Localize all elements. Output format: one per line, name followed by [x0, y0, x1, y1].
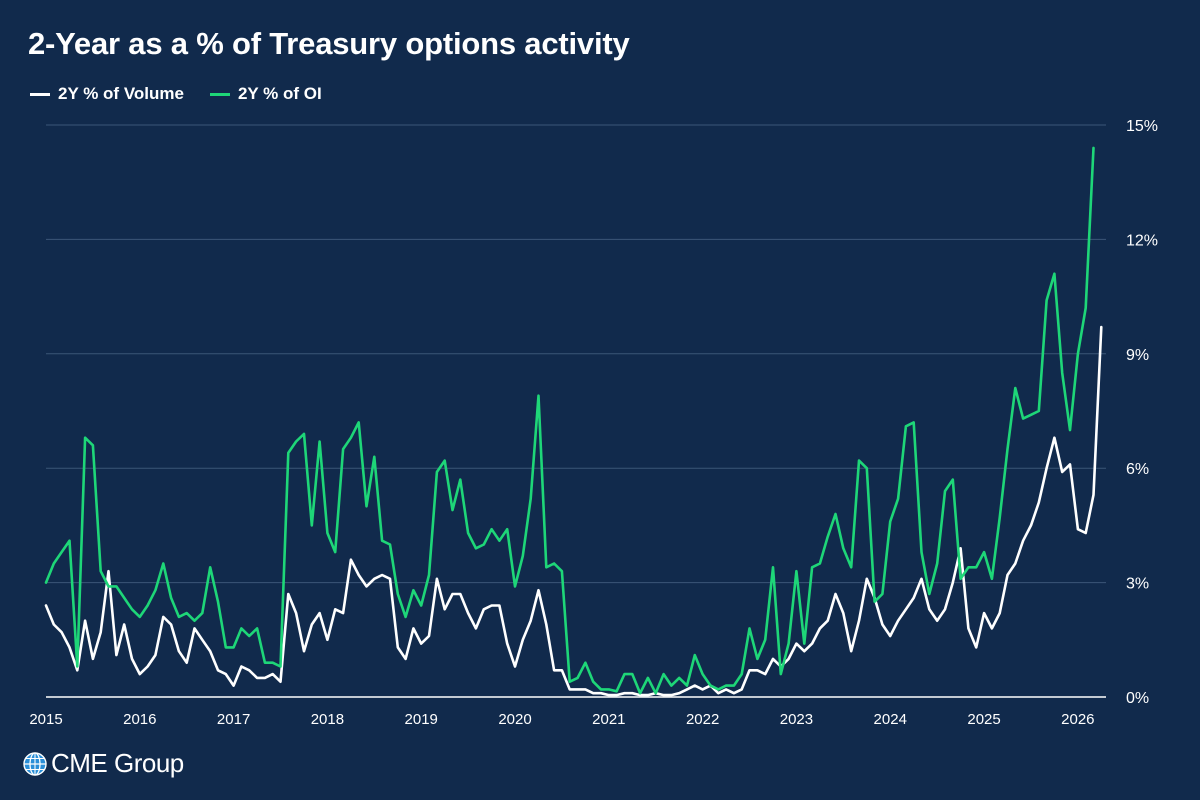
x-tick-label: 2018	[311, 711, 344, 728]
x-tick-label: 2017	[217, 711, 250, 728]
y-grid	[46, 124, 1106, 698]
x-tick-label: 2026	[1061, 711, 1094, 728]
x-tick-label: 2022	[686, 711, 719, 728]
cme-group-logo: CME Group	[22, 748, 184, 779]
y-axis-ticks: 0% 3% 6% 9% 12% 15%	[1126, 118, 1158, 707]
chart-title: 2-Year as a % of Treasury options activi…	[28, 26, 630, 61]
x-tick-label: 2024	[874, 711, 907, 728]
legend-label-oi: 2Y % of OI	[237, 84, 322, 103]
y-tick-label: 3%	[1126, 576, 1149, 593]
logo-text: CME Group	[51, 748, 184, 778]
legend-label-volume: 2Y % of Volume	[58, 84, 184, 103]
legend-swatch-volume	[30, 92, 50, 96]
x-tick-label: 2021	[592, 711, 625, 728]
y-tick-label: 6%	[1126, 461, 1149, 478]
y-tick-label: 12%	[1126, 232, 1158, 249]
x-tick-label: 2023	[780, 711, 813, 728]
chart-legend: 2Y % of Volume 2Y % of OI	[30, 84, 348, 104]
series-line-volume	[44, 325, 1103, 697]
x-tick-label: 2019	[405, 711, 438, 728]
y-tick-label: 0%	[1126, 690, 1149, 707]
legend-swatch-oi	[209, 92, 230, 96]
y-tick-label: 15%	[1126, 118, 1158, 135]
y-tick-label: 9%	[1126, 347, 1149, 364]
legend-item-oi: 2Y % of OI	[209, 84, 322, 104]
x-tick-label: 2025	[967, 711, 1000, 728]
series-line-oi	[44, 146, 1095, 695]
x-tick-label: 2020	[498, 711, 531, 728]
x-tick-label: 2015	[29, 711, 62, 728]
series-lines	[44, 146, 1103, 697]
globe-icon	[23, 751, 47, 776]
x-axis-ticks: 2015 2016 2017 2018 2019 2020 2021 2022 2023 2024…	[29, 711, 1094, 728]
legend-item-volume: 2Y % of Volume	[30, 84, 184, 104]
x-tick-label: 2016	[123, 711, 156, 728]
